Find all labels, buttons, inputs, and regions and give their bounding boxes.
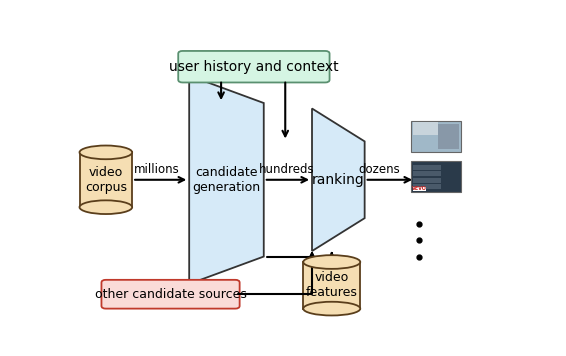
Bar	[413, 184, 441, 189]
Ellipse shape	[303, 302, 361, 315]
Text: hundreds: hundreds	[259, 163, 315, 176]
Polygon shape	[189, 75, 264, 284]
Polygon shape	[79, 152, 132, 207]
Bar	[413, 165, 441, 170]
Ellipse shape	[303, 255, 361, 269]
Bar	[413, 122, 438, 135]
Bar	[411, 121, 461, 152]
Bar	[413, 171, 441, 176]
Ellipse shape	[79, 200, 132, 214]
Bar	[411, 161, 461, 192]
Text: millions: millions	[134, 163, 179, 176]
Polygon shape	[303, 262, 361, 309]
Bar	[413, 178, 441, 183]
Bar	[413, 187, 426, 191]
Text: candidate
generation: candidate generation	[192, 166, 260, 194]
FancyBboxPatch shape	[101, 280, 239, 309]
Text: VEVO: VEVO	[412, 186, 427, 191]
Ellipse shape	[79, 146, 132, 159]
Text: dozens: dozens	[358, 163, 400, 176]
Text: video
corpus: video corpus	[85, 166, 127, 194]
Text: ranking: ranking	[312, 173, 365, 187]
Polygon shape	[312, 109, 365, 251]
Text: user history and context: user history and context	[169, 60, 338, 74]
Bar	[439, 124, 458, 149]
Text: other candidate sources: other candidate sources	[95, 288, 246, 301]
FancyBboxPatch shape	[178, 51, 329, 83]
Text: video
features: video features	[306, 271, 358, 299]
